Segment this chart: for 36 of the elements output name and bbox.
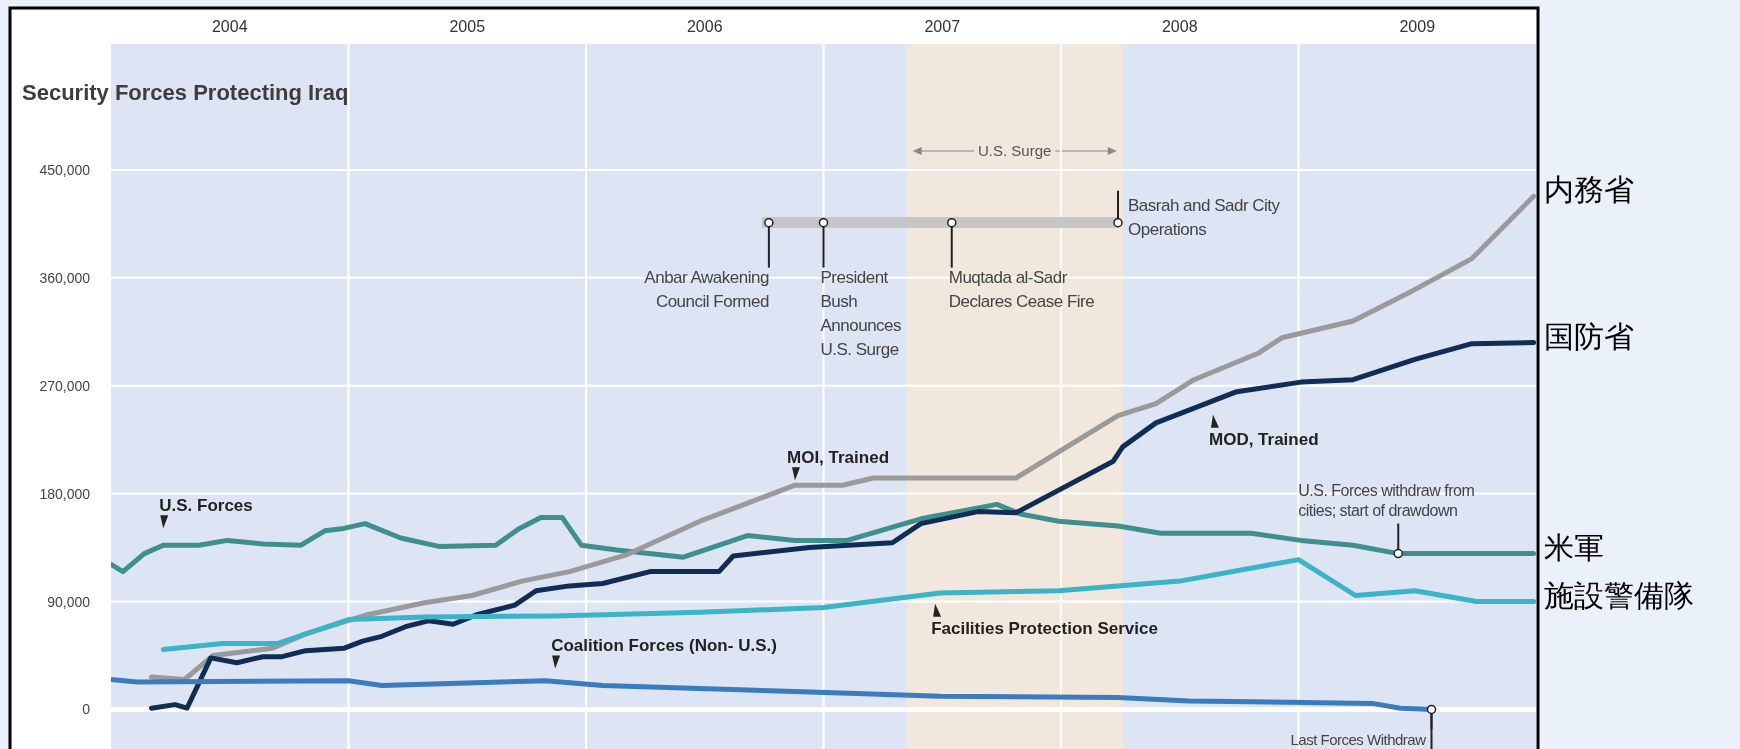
annotation: Anbar Awakening Council Formed	[644, 217, 774, 311]
annotation: President Bush Announces U.S. Surge	[818, 217, 902, 359]
x-tick-label: 2007	[924, 18, 961, 35]
y-tick-label: 180,000	[39, 485, 91, 502]
annotation: Last Forces Withdraw	[1290, 731, 1427, 748]
y-tick-label: 270,000	[39, 377, 91, 394]
annotation: Basrah and Sadr City Operations	[1113, 189, 1280, 239]
annotation: U.S. Forces withdraw from cities; start of drawdown	[1298, 481, 1475, 519]
band-label: U.S. Surge	[912, 142, 1117, 159]
annotation: U.S. Forces withdraw from cities; start of drawdown	[1298, 481, 1475, 559]
series-label: MOI, Trained	[787, 448, 890, 468]
x-tick-label: 2006	[686, 18, 723, 35]
band-label: U.S. Surge	[978, 142, 1052, 159]
series-label: Facilities Protection Service	[931, 618, 1158, 638]
annotation: 施設警備隊	[1544, 577, 1694, 613]
x-tick-label: 2008	[1161, 18, 1198, 35]
annotation: Anbar Awakening Council Formed	[644, 267, 769, 311]
text: Security Forces Protecting Iraq	[22, 80, 349, 105]
annotation: President Bush Announces U.S. Surge	[820, 267, 902, 359]
y-tick-label: 360,000	[39, 269, 91, 286]
series-label: MOD, Trained	[1209, 429, 1319, 449]
annotation: Last Forces Withdraw	[1290, 704, 1437, 749]
series-label: U.S. Forces	[159, 496, 253, 516]
annotation: 国防省	[1544, 318, 1634, 354]
series-label: Coalition Forces (Non- U.S.)	[551, 636, 777, 656]
x-tick-label: 2004	[211, 18, 248, 35]
annotation: Basrah and Sadr City Operations	[1128, 195, 1281, 239]
y-tick-label: 450,000	[39, 161, 91, 178]
annotation: 内務省	[1544, 172, 1634, 208]
annotation: Muqtada al-Sadr Declares Cease Fire	[947, 217, 1095, 311]
y-tick-label: 0	[82, 701, 91, 718]
x-tick-label: 2009	[1399, 18, 1436, 35]
x-tick-label: 2005	[449, 18, 486, 35]
y-tick-label: 90,000	[47, 593, 91, 610]
annotation: 米軍	[1544, 529, 1604, 565]
annotation: Muqtada al-Sadr Declares Cease Fire	[948, 267, 1095, 311]
